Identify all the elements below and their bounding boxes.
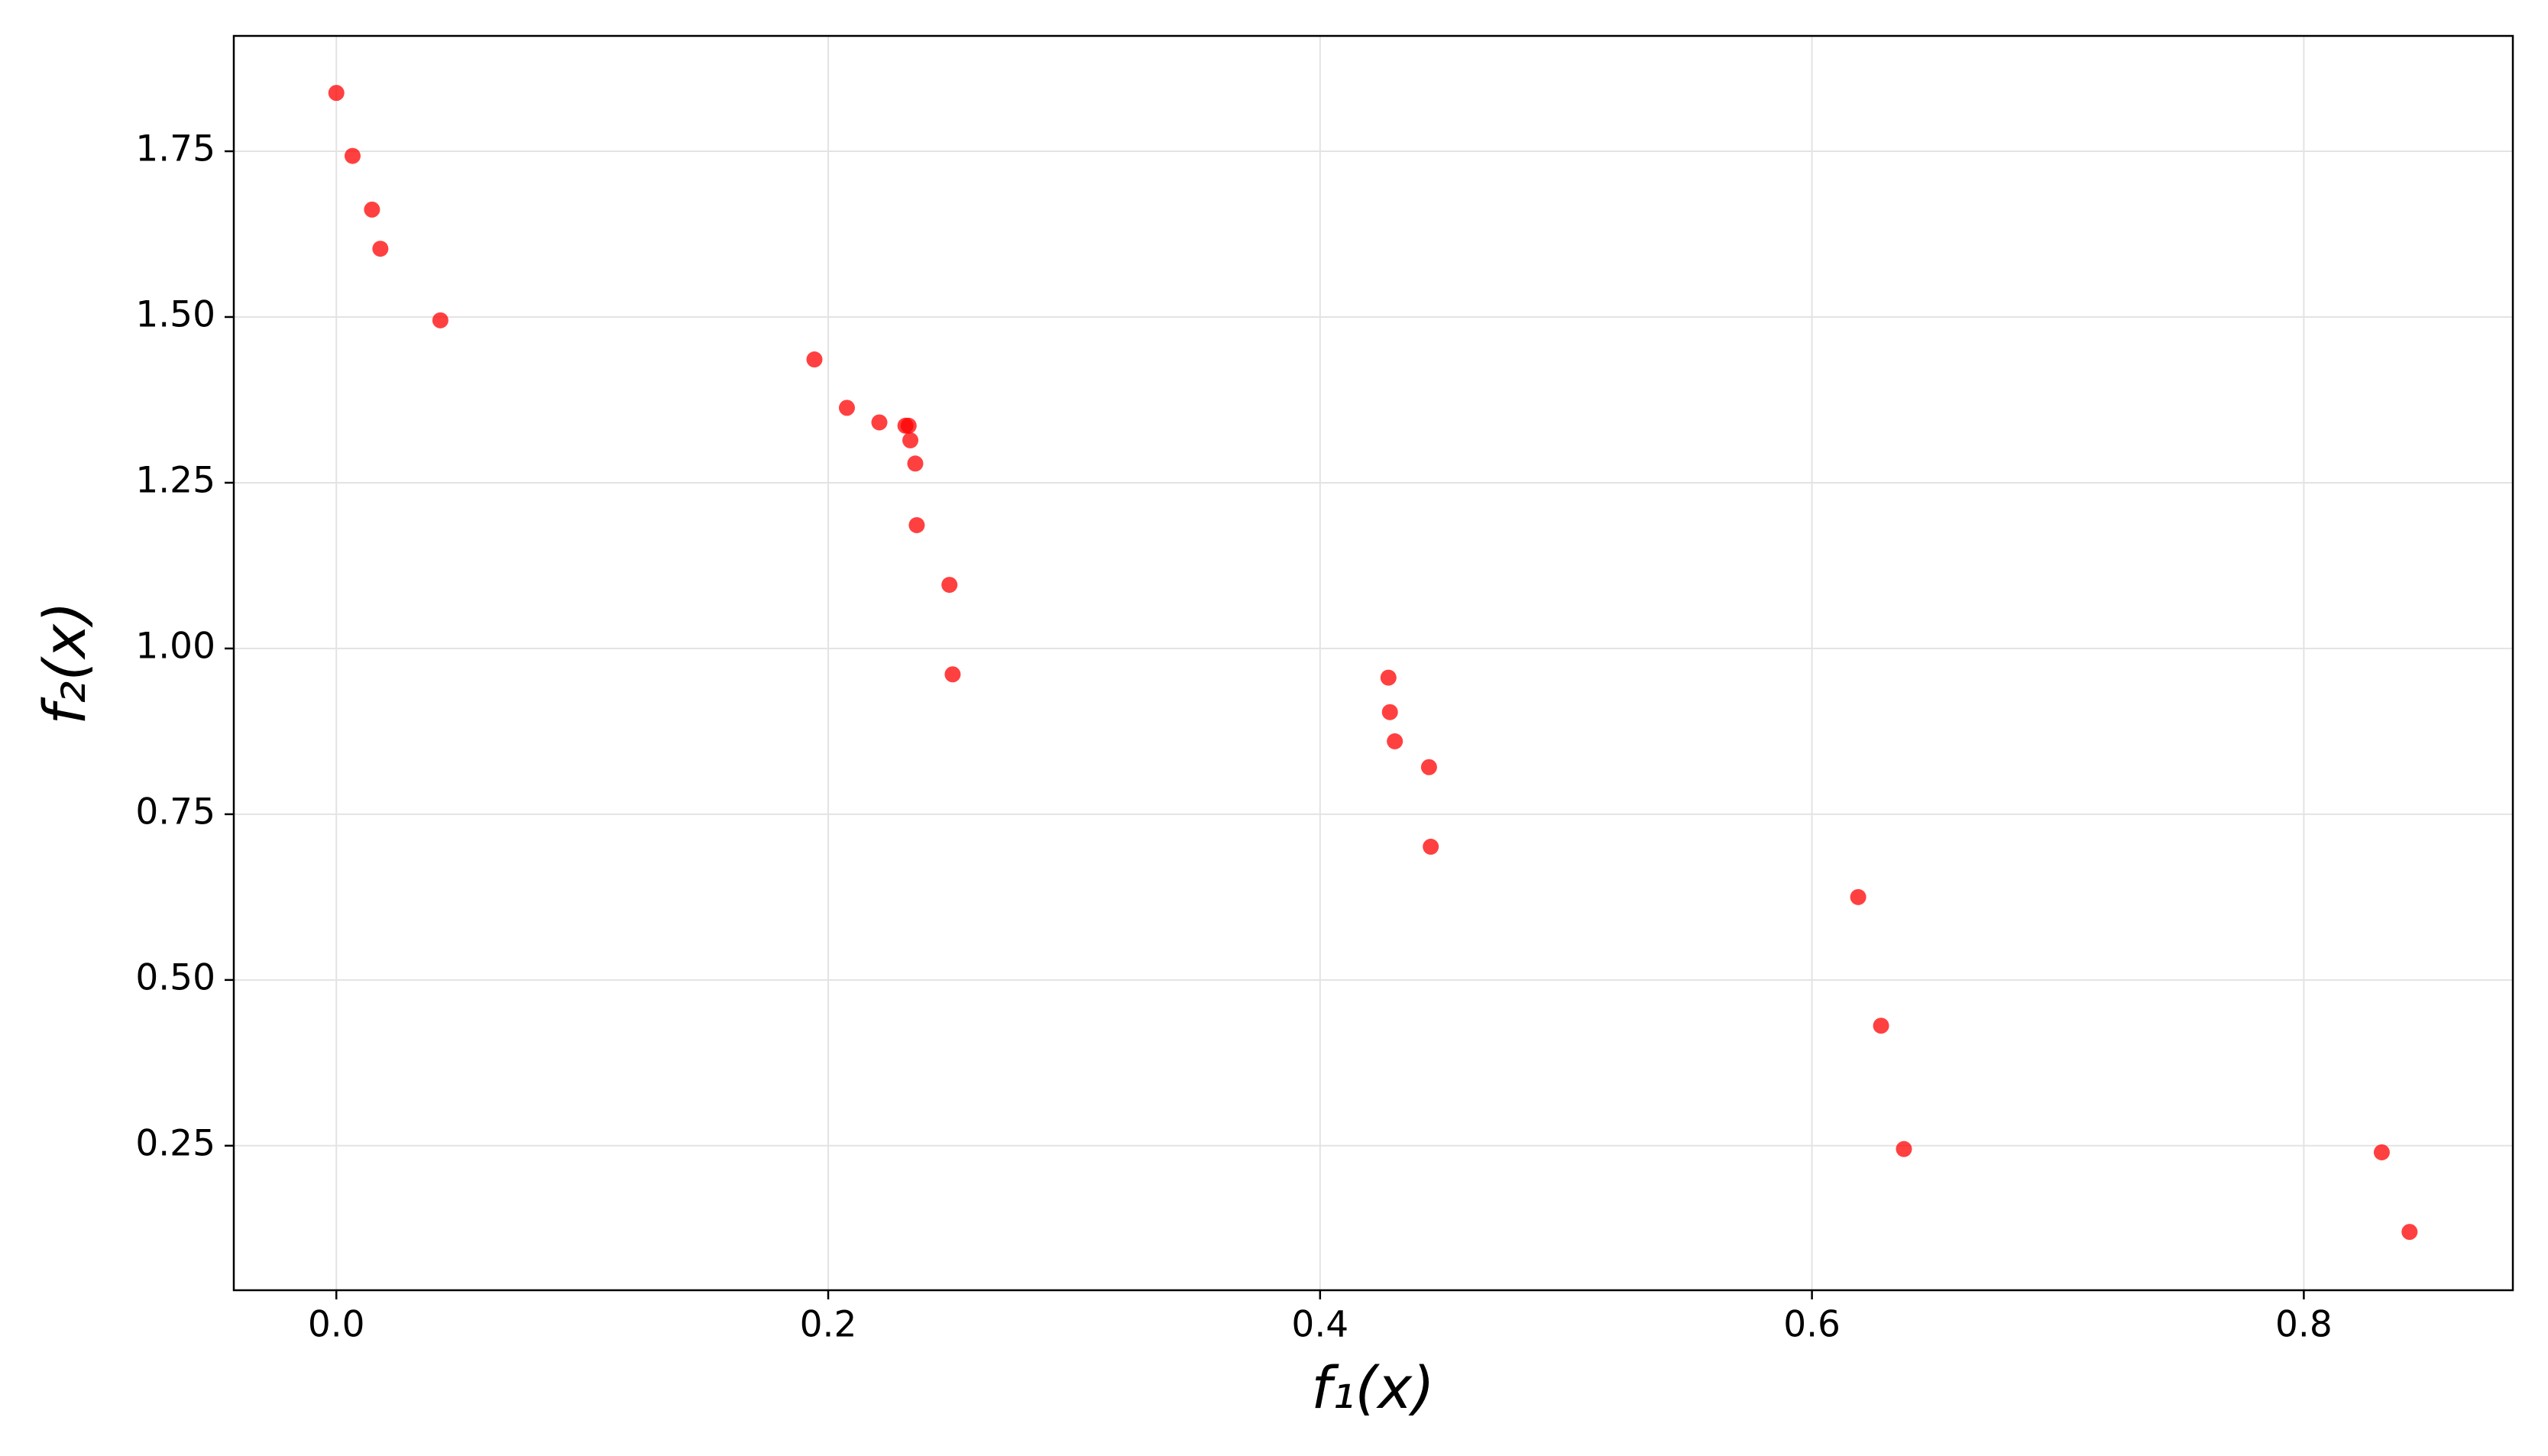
point: [328, 85, 345, 102]
point: [2373, 1144, 2390, 1160]
point: [372, 241, 389, 257]
y-tick-label: 1.00: [135, 625, 215, 667]
point: [1380, 669, 1397, 686]
point: [364, 201, 380, 218]
x-tick-label: 0.4: [1291, 1304, 1348, 1346]
point: [871, 414, 888, 431]
point: [1873, 1018, 1889, 1034]
y-tick-label: 1.75: [135, 128, 215, 170]
point: [1420, 759, 1437, 775]
y-tick-label: 0.50: [135, 956, 215, 998]
x-tick-label: 0.8: [2275, 1304, 2333, 1346]
point: [344, 147, 361, 164]
point: [1850, 888, 1866, 905]
x-tick-label: 0.6: [1783, 1304, 1841, 1346]
point: [806, 351, 823, 368]
point: [1381, 704, 1398, 720]
point: [838, 400, 855, 416]
x-tick-label: 0.2: [800, 1304, 857, 1346]
point: [432, 312, 448, 328]
point: [907, 455, 924, 472]
point: [2401, 1224, 2418, 1241]
x-tick-label: 0.0: [308, 1304, 365, 1346]
plot-frame: [232, 34, 2514, 1292]
y-tick-label: 0.25: [135, 1122, 215, 1164]
point: [1896, 1141, 1912, 1157]
point: [1423, 838, 1439, 855]
y-tick-label: 1.25: [135, 459, 215, 501]
y-tick-label: 1.50: [135, 293, 215, 335]
y-tick-label: 0.75: [135, 791, 215, 833]
point: [944, 666, 961, 683]
point: [941, 577, 958, 594]
point: [900, 417, 917, 434]
point: [902, 432, 919, 448]
point: [1387, 733, 1404, 749]
point: [908, 516, 925, 533]
x-axis-label: f₁(x): [1311, 1354, 1435, 1422]
y-axis-label: f₂(x): [31, 601, 99, 725]
